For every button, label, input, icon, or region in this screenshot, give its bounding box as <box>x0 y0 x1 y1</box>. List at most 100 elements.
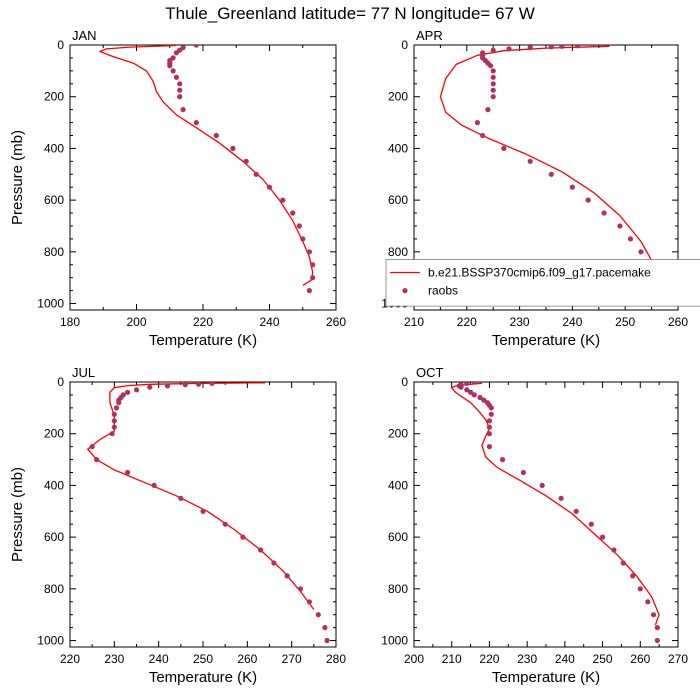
raobs-point <box>485 107 491 113</box>
panel-apr: 21022023024025026002004006008001000APRTe… <box>381 28 700 349</box>
x-tick-label: 240 <box>555 652 575 666</box>
raobs-point <box>480 132 486 139</box>
raobs-point <box>177 87 183 93</box>
raobs-point <box>471 382 477 385</box>
x-tick-label: 230 <box>104 652 124 666</box>
x-tick-label: 260 <box>630 652 650 666</box>
raobs-point <box>488 405 494 411</box>
raobs-point <box>271 560 277 566</box>
x-tick-label: 200 <box>126 315 146 329</box>
raobs-point <box>193 45 199 48</box>
raobs-point <box>306 288 312 294</box>
x-tick-label: 180 <box>60 315 80 329</box>
raobs-point <box>548 171 554 177</box>
raobs-point <box>527 158 533 164</box>
raobs-point <box>654 625 660 631</box>
raobs-point <box>182 382 188 388</box>
y-tick-label: 1000 <box>381 634 408 648</box>
y-tick-label: 800 <box>44 245 64 259</box>
x-tick-label: 200 <box>404 652 424 666</box>
raobs-point <box>290 210 296 216</box>
plot-frame <box>69 44 337 311</box>
panel-label: JUL <box>72 365 95 380</box>
raobs-point <box>575 45 581 49</box>
raobs-point <box>222 521 228 527</box>
raobs-point <box>177 94 183 100</box>
model-profile-line <box>451 382 660 626</box>
raobs-point <box>500 457 506 463</box>
raobs-point <box>243 158 249 164</box>
raobs-point <box>240 534 246 540</box>
raobs-point <box>481 397 487 403</box>
raobs-point <box>471 392 477 398</box>
y-tick-label: 600 <box>44 193 64 207</box>
plot-frame <box>413 381 679 648</box>
raobs-point <box>133 387 140 393</box>
y-tick-label: 0 <box>57 38 64 52</box>
panel-label: APR <box>416 28 443 43</box>
raobs-point <box>296 223 302 229</box>
raobs-point <box>558 495 564 501</box>
raobs-point <box>490 87 496 93</box>
raobs-point <box>310 275 316 281</box>
plot-area <box>99 45 316 294</box>
panel-label: OCT <box>416 365 444 380</box>
legend-entry-model: b.e21.BSSP370cmip6.f09_g17.pacemake <box>428 266 651 280</box>
y-tick-label: 1000 <box>37 634 64 648</box>
raobs-point <box>167 63 173 69</box>
plot-area <box>87 382 330 644</box>
y-tick-label: 200 <box>44 427 64 441</box>
legend-marker-swatch <box>402 288 408 294</box>
raobs-point <box>266 184 273 190</box>
raobs-point <box>486 418 492 424</box>
raobs-point <box>620 560 626 566</box>
raobs-point <box>486 424 492 430</box>
y-tick-label: 600 <box>388 530 408 544</box>
raobs-point <box>539 482 545 488</box>
y-tick-label: 400 <box>388 141 408 155</box>
y-tick-label: 0 <box>57 375 64 389</box>
raobs-point <box>258 547 264 553</box>
raobs-point <box>637 586 643 592</box>
raobs-point <box>585 197 591 203</box>
raobs-point <box>468 389 474 395</box>
x-tick-label: 220 <box>193 315 213 329</box>
raobs-point <box>324 637 330 644</box>
raobs-point <box>486 444 492 450</box>
raobs-point <box>193 120 199 126</box>
plot-area <box>439 45 668 307</box>
raobs-point <box>527 45 533 51</box>
y-axis-label: Pressure (mb) <box>9 130 26 225</box>
x-tick-label: 210 <box>404 315 424 329</box>
raobs-point <box>306 599 312 605</box>
raobs-point <box>569 184 576 190</box>
y-tick-label: 1000 <box>37 297 64 311</box>
raobs-point <box>490 81 496 87</box>
x-axis-label: Temperature (K) <box>149 332 257 349</box>
panel-jan: 180 200 220 240 260 0 200 400 600 800 1000 JAN Tempe… <box>9 28 346 349</box>
y-tick-label: 600 <box>44 530 64 544</box>
raobs-point <box>490 94 496 100</box>
raobs-point <box>458 384 464 390</box>
model-profile-line <box>439 45 663 294</box>
y-axis-label: Pressure (mb) <box>9 467 26 562</box>
x-tick-label: 240 <box>149 652 169 666</box>
raobs-point <box>147 384 153 390</box>
raobs-point <box>111 418 117 424</box>
raobs-point <box>306 249 312 255</box>
raobs-point <box>125 469 131 476</box>
raobs-point <box>322 625 328 631</box>
raobs-point <box>590 45 597 48</box>
raobs-point <box>601 210 607 216</box>
raobs-point <box>464 387 470 393</box>
raobs-point <box>490 47 496 53</box>
raobs-point <box>588 521 594 527</box>
raobs-point <box>300 236 306 242</box>
raobs-point <box>284 573 290 579</box>
y-tick-label: 400 <box>44 141 64 155</box>
raobs-point <box>94 457 100 463</box>
x-tick-label: 220 <box>60 652 80 666</box>
raobs-point <box>297 586 304 592</box>
